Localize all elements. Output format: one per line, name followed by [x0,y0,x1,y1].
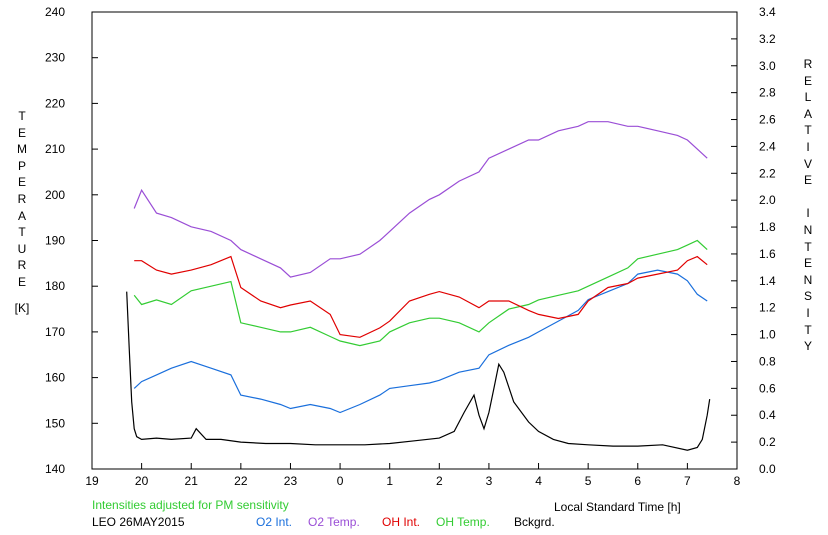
series-line-oh-int [134,255,708,338]
axis-title-letter: T [804,239,812,254]
axis-title-letter: E [803,173,812,188]
legend-oh-temp: OH Temp. [436,515,490,529]
right-y-tick-label: 3.4 [759,5,776,19]
series-group [126,121,711,451]
axis-title-letter: S [803,289,812,304]
station-date: LEO 26MAY2015 [92,515,185,529]
axis-title-letter: R [17,258,27,273]
axis-title-letter: U [17,241,27,256]
axis-title-letter: T [18,225,26,240]
x-tick-label: 3 [486,474,493,488]
adjustment-note: Intensities adjusted for PM sensitivity [92,498,289,512]
x-tick-label: 1 [386,474,393,488]
axis-title-letter: R [803,57,813,71]
series-line-bckgrd [126,291,711,451]
right-y-tick-label: 2.2 [759,166,776,180]
axis-title-letter: M [17,142,27,157]
right-y-tick-label: 2.4 [759,139,776,153]
axis-title-letter: A [803,106,812,121]
series-line-oh-temp [133,239,708,347]
right-y-tick-label: 1.0 [759,328,776,342]
axis-title-letter: I [806,139,810,154]
left-y-tick-label: 150 [45,416,65,430]
right-y-tick-label: 2.8 [759,86,776,100]
axis-title-letter: V [803,156,812,171]
axis-title-letter: E [17,175,26,190]
right-y-tick-label: 2.0 [759,193,776,207]
right-y-tick-label: 3.0 [759,59,776,73]
left-y-tick-label: 140 [45,462,65,476]
right-y-tick-label: 0.2 [759,435,776,449]
axis-title-letter: E [17,125,26,140]
left-y-tick-label: 220 [45,96,65,110]
x-tick-label: 2 [436,474,443,488]
x-tick-label: 0 [337,474,344,488]
axis-title-letter: N [803,222,813,237]
left-y-tick-label: 230 [45,51,65,65]
axis-title-letter: E [803,256,812,271]
right-y-tick-label: 0.8 [759,354,776,368]
left-y-tick-label: 240 [45,5,65,19]
legend-oh-int: OH Int. [382,515,421,529]
axis-title-letter: E [17,274,26,289]
x-tick-label: 23 [284,474,298,488]
right-y-tick-label: 2.6 [759,113,776,127]
legend-bckgrd: Bckgrd. [514,515,555,529]
x-tick-label: 8 [734,474,741,488]
axis-title-letter: T [18,109,26,123]
axis-title-letter: I [806,305,810,320]
axis-title-letter: Y [803,339,812,354]
axis-title-letter: R [17,191,27,206]
x-tick-label: 6 [634,474,641,488]
left-y-axis: 140 150 160 170 180 190 200 210 220 230 240 [45,5,98,476]
axis-title-letter: L [804,90,812,105]
x-tick-label: 22 [234,474,248,488]
axis-title-letter [800,189,816,206]
right-y-tick-label: 3.2 [759,32,776,46]
left-y-tick-label: 210 [45,142,65,156]
series-line-o2-temp [133,121,708,278]
axis-title-letter: N [803,272,813,287]
x-tick-label: 5 [585,474,592,488]
left-axis-unit: [K] [14,301,30,315]
right-y-tick-label: 0.0 [759,462,776,476]
x-axis: 19 20 21 22 23 0 1 2 3 4 5 6 7 8 [85,463,741,488]
x-tick-label: 4 [535,474,542,488]
left-y-tick-label: 170 [45,325,65,339]
plot-frame [91,11,738,470]
axis-title-letter: I [806,206,810,221]
left-y-tick-label: 160 [45,371,65,385]
x-tick-label: 19 [85,474,99,488]
legend-o2-temp: O2 Temp. [308,515,360,529]
x-tick-label: 21 [185,474,199,488]
right-y-tick-label: 1.2 [759,301,776,315]
left-y-tick-label: 200 [45,188,65,202]
legend-o2-int: O2 Int. [256,515,293,529]
right-y-tick-label: 1.8 [759,220,776,234]
right-y-tick-label: 1.6 [759,247,776,261]
series-line-o2-int [133,269,708,414]
axis-title-letter: E [803,73,812,88]
right-y-tick-label: 0.6 [759,381,776,395]
left-y-tick-label: 190 [45,234,65,248]
right-y-axis: 0.0 0.2 0.4 0.6 0.8 1.0 1.2 1.4 1.6 1.8 2.0 2.2 2.4 2… [731,5,776,476]
axis-title-letter: T [804,322,812,337]
x-tick-label: 20 [135,474,149,488]
right-y-tick-label: 1.4 [759,274,776,288]
axis-title-letter: P [17,158,26,173]
x-tick-label: 7 [684,474,691,488]
left-y-tick-label: 180 [45,279,65,293]
x-axis-title: Local Standard Time [h] [554,500,681,514]
axis-title-letter: A [17,208,26,223]
right-y-tick-label: 0.4 [759,408,776,422]
axis-title-letter: T [804,123,812,138]
